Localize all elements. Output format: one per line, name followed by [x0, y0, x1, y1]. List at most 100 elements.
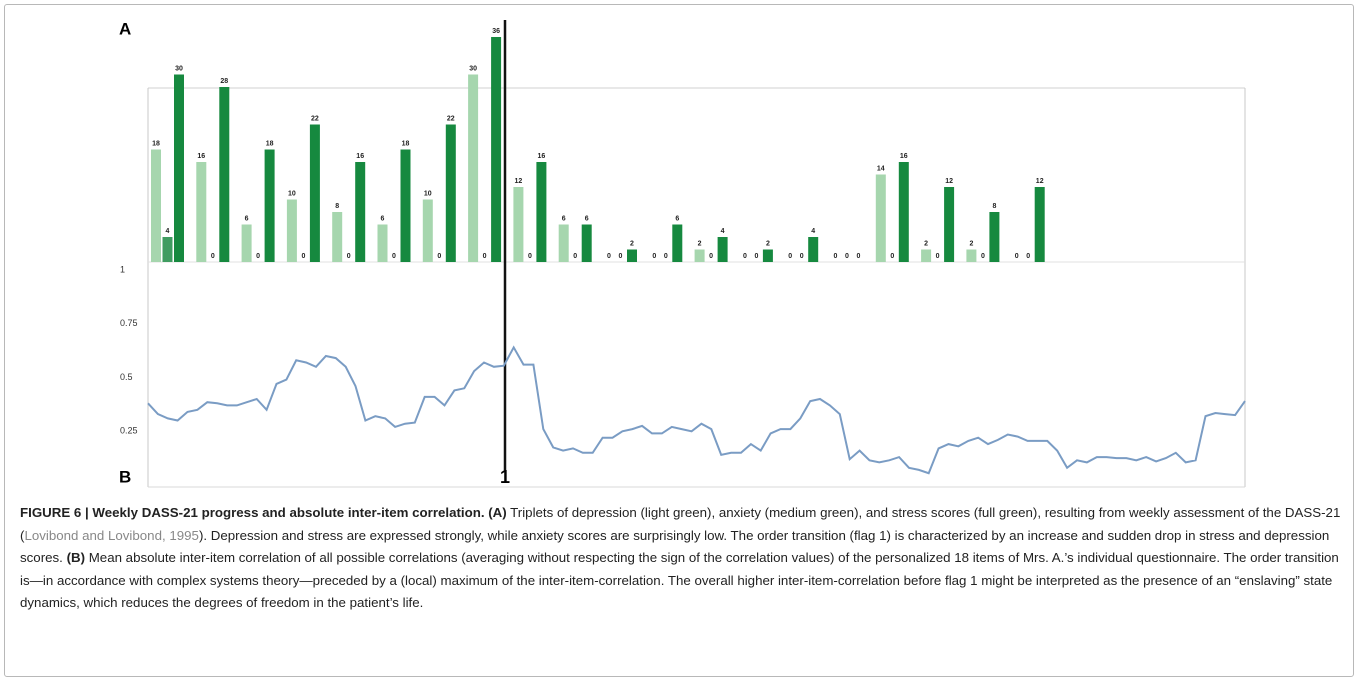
value-label: 18	[152, 140, 160, 147]
value-label: 22	[311, 115, 319, 122]
bar	[898, 162, 909, 262]
caption-text: Mean absolute inter-item correlation of …	[20, 550, 1339, 610]
value-label: 0	[936, 253, 940, 260]
value-label: 0	[392, 253, 396, 260]
bar	[627, 249, 637, 262]
bar	[445, 124, 456, 262]
bar	[355, 162, 366, 262]
value-label: 2	[698, 240, 702, 247]
bar	[309, 124, 320, 262]
y-tick-label: 0.75	[120, 318, 138, 328]
bar	[162, 237, 173, 262]
figure-frame	[4, 4, 1354, 677]
value-label: 0	[890, 253, 894, 260]
value-label: 0	[1015, 253, 1019, 260]
value-label: 8	[992, 203, 996, 210]
caption: FIGURE 6 | Weekly DASS-21 progress and a…	[20, 502, 1342, 615]
bar	[944, 187, 955, 262]
flag-label: 1	[500, 467, 510, 487]
value-label: 4	[811, 228, 815, 235]
value-label: 0	[664, 253, 668, 260]
value-label: 14	[877, 165, 885, 172]
value-label: 0	[211, 253, 215, 260]
value-label: 0	[743, 253, 747, 260]
bar	[422, 199, 433, 262]
value-label: 0	[834, 253, 838, 260]
value-label: 6	[585, 215, 589, 222]
value-label: 0	[301, 253, 305, 260]
value-label: 10	[424, 190, 432, 197]
value-label: 2	[924, 240, 928, 247]
value-label: 22	[447, 115, 455, 122]
value-label: 0	[1026, 253, 1030, 260]
value-label: 0	[754, 253, 758, 260]
bar	[875, 174, 886, 262]
value-label: 30	[175, 65, 183, 72]
bar	[558, 224, 569, 262]
line	[147, 345, 1246, 475]
value-label: 12	[1036, 178, 1044, 185]
caption-text: (B)	[66, 550, 86, 565]
caption-text: FIGURE 6 | Weekly DASS-21 progress and a…	[20, 505, 507, 520]
caption-text: Lovibond and Lovibond, 1995	[24, 527, 199, 543]
value-label: 0	[652, 253, 656, 260]
bar	[332, 212, 343, 262]
value-label: 0	[800, 253, 804, 260]
bar	[536, 162, 547, 262]
bar	[264, 149, 275, 262]
value-label: 0	[437, 253, 441, 260]
value-label: 12	[515, 178, 523, 185]
value-label: 0	[619, 253, 623, 260]
value-label: 6	[381, 215, 385, 222]
value-label: 0	[528, 253, 532, 260]
value-label: 0	[788, 253, 792, 260]
value-label: 30	[469, 65, 477, 72]
bar	[286, 199, 297, 262]
bar	[377, 224, 388, 262]
panel-label: A	[119, 19, 131, 38]
bar	[491, 37, 502, 262]
panel-label: B	[119, 467, 131, 486]
bar	[581, 224, 592, 262]
bar	[196, 162, 207, 262]
value-label: 16	[356, 153, 364, 160]
value-label: 0	[573, 253, 577, 260]
value-label: 6	[562, 215, 566, 222]
y-tick-label: 0.5	[120, 372, 133, 382]
value-label: 2	[630, 240, 634, 247]
bar	[762, 249, 773, 262]
value-label: 10	[288, 190, 296, 197]
value-label: 0	[845, 253, 849, 260]
value-label: 12	[945, 178, 953, 185]
bar	[966, 249, 977, 262]
value-label: 16	[197, 153, 205, 160]
bar	[241, 224, 252, 262]
caption-text: ). Depression and stress are expressed s…	[20, 527, 1330, 566]
bar	[174, 74, 184, 262]
bar	[1034, 187, 1045, 262]
bar	[694, 249, 705, 262]
bar	[151, 149, 161, 262]
bar	[400, 149, 411, 262]
caption-text: Triplets of depression (light green), an…	[20, 505, 1341, 543]
bar	[219, 87, 230, 262]
value-label: 28	[220, 78, 228, 85]
value-label: 18	[402, 140, 410, 147]
y-tick-label: 0.25	[120, 426, 138, 436]
value-label: 16	[538, 153, 546, 160]
value-label: 0	[709, 253, 713, 260]
bar	[513, 187, 524, 262]
value-label: 2	[766, 240, 770, 247]
value-label: 6	[675, 215, 679, 222]
bar	[468, 74, 479, 262]
value-label: 4	[166, 228, 170, 235]
value-label: 4	[721, 228, 725, 235]
value-label: 6	[245, 215, 249, 222]
value-label: 0	[981, 253, 985, 260]
value-label: 2	[969, 240, 973, 247]
bar	[672, 224, 683, 262]
value-label: 0	[256, 253, 260, 260]
bar	[717, 237, 728, 262]
value-label: 0	[347, 253, 351, 260]
